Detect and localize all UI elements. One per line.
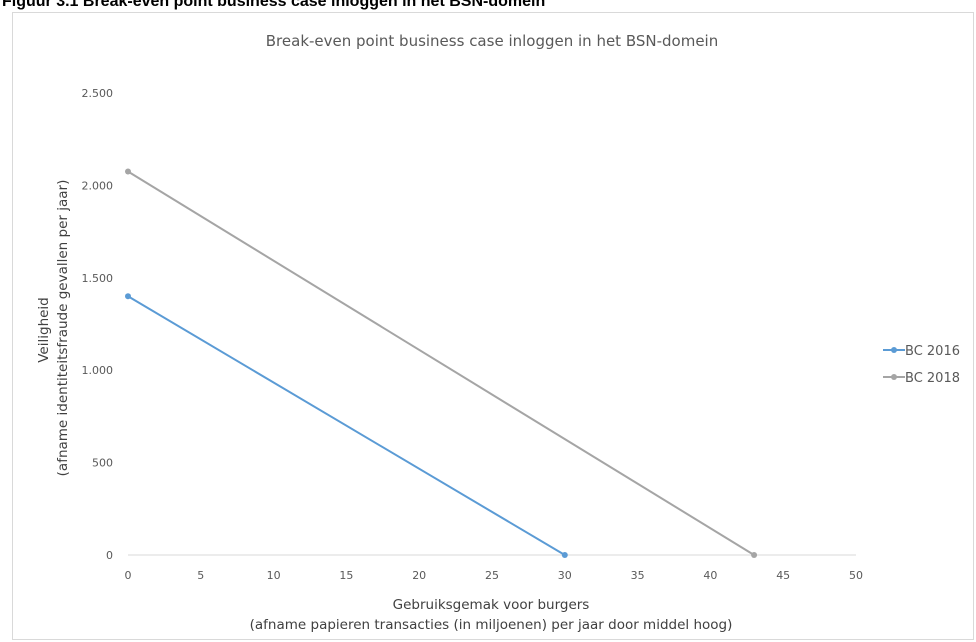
- y-tick-labels: 0 500 1.000 1.500 2.000 2.500: [82, 87, 114, 562]
- x-axis-subtitle: (afname papieren transacties (in miljoen…: [250, 617, 733, 633]
- x-tick-labels: 0 5 10 15 20 25 30 35 40 45 50: [125, 569, 864, 582]
- chart-frame: [12, 12, 974, 640]
- legend-swatch-marker: [891, 374, 897, 380]
- legend-label: BC 2018: [905, 371, 960, 386]
- legend: BC 2016 BC 2018: [883, 344, 960, 386]
- figure-caption: Figuur 3.1 Break-even point business cas…: [2, 0, 546, 10]
- x-tick-label: 5: [197, 569, 204, 582]
- data-point: [561, 552, 568, 558]
- x-tick-label: 20: [412, 569, 426, 582]
- data-point: [125, 168, 131, 175]
- x-tick-label: 30: [558, 569, 572, 582]
- chart-title: Break-even point business case inloggen …: [266, 32, 718, 50]
- data-point: [125, 293, 131, 300]
- legend-label: BC 2016: [905, 344, 960, 359]
- x-tick-label: 15: [339, 569, 353, 582]
- x-axis-title: Gebruiksgemak voor burgers: [393, 597, 590, 613]
- y-tick-label: 2.500: [82, 87, 114, 100]
- legend-swatch-marker: [891, 347, 897, 353]
- series-group: [125, 168, 758, 558]
- x-tick-label: 45: [776, 569, 790, 582]
- x-tick-label: 35: [631, 569, 645, 582]
- y-tick-label: 1.500: [82, 272, 114, 285]
- y-axis-title: Veiligheid: [36, 297, 52, 363]
- series-line-1: [127, 170, 755, 556]
- y-tick-label: 500: [92, 457, 113, 470]
- y-tick-label: 0: [106, 549, 113, 562]
- series-line-0: [127, 295, 566, 556]
- x-tick-label: 10: [267, 569, 281, 582]
- y-axis-subtitle: (afname identiteitsfraude gevallen per j…: [55, 180, 71, 477]
- x-tick-label: 25: [485, 569, 499, 582]
- data-point: [751, 552, 758, 558]
- x-tick-label: 50: [849, 569, 863, 582]
- x-tick-label: 0: [125, 569, 132, 582]
- y-tick-label: 1.000: [82, 364, 114, 377]
- x-tick-label: 40: [703, 569, 717, 582]
- y-tick-label: 2.000: [82, 179, 114, 192]
